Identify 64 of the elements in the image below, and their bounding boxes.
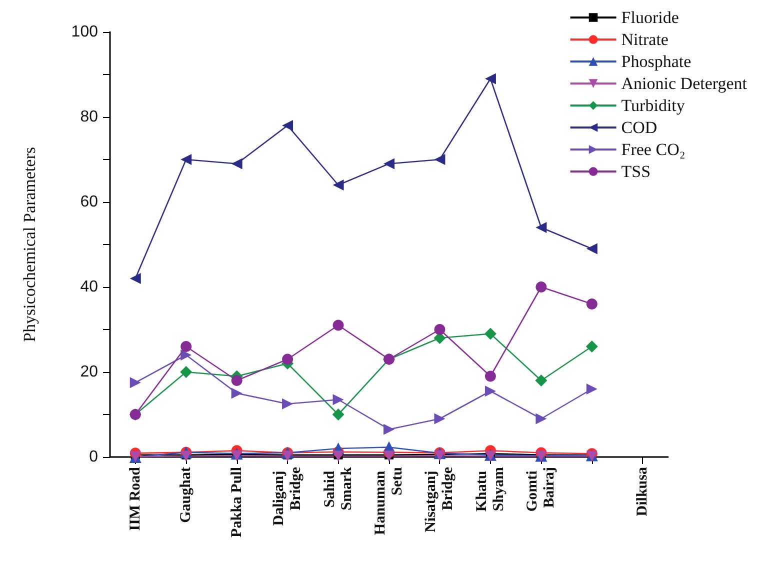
point: [586, 243, 598, 254]
point: [384, 424, 394, 435]
x-tick-label: Nisatganj Bridge: [423, 466, 456, 532]
point: [536, 222, 547, 233]
point: [484, 370, 496, 382]
point: [586, 384, 598, 394]
point: [535, 374, 548, 386]
x-tick-label: Hanuman Setu: [372, 467, 406, 535]
legend-label: Anionic Detergent: [621, 74, 748, 93]
legend-label: Phosphate: [621, 52, 692, 71]
point: [282, 450, 294, 462]
point: [180, 350, 192, 360]
point: [282, 398, 294, 410]
legend-label: Nitrate: [621, 30, 668, 49]
x-tick-label: Dilkusa: [634, 466, 651, 516]
point: [282, 120, 294, 131]
y-axis-title: Physicochemical Parameters: [20, 147, 39, 342]
point: [231, 375, 242, 386]
legend-label: TSS: [621, 162, 651, 181]
point: [130, 377, 141, 388]
x-tick-label: Sahid Smark: [322, 466, 355, 510]
x-tick-label: Daliganj Bridge: [271, 466, 304, 526]
point: [231, 450, 242, 462]
y-tick-label: 20: [80, 364, 98, 380]
point: [384, 450, 394, 462]
point: [332, 450, 344, 462]
legend-label: COD: [621, 118, 658, 137]
y-tick-label: 40: [80, 278, 98, 296]
x-tick-label: Gomti Bairaj: [524, 467, 558, 512]
point: [180, 450, 192, 462]
y-tick-label: 0: [89, 448, 98, 466]
point: [484, 386, 496, 397]
point: [332, 320, 344, 331]
y-tick-label: 60: [80, 194, 98, 210]
point: [434, 413, 446, 424]
point: [536, 282, 547, 292]
point: [484, 73, 496, 84]
legend-label: Free CO₂: [621, 140, 686, 159]
x-tick-label: Pakka Pull: [228, 467, 245, 538]
point: [231, 388, 242, 399]
legend-label: Turbidity: [621, 96, 686, 115]
point: [130, 273, 141, 284]
point: [332, 394, 344, 406]
point: [434, 154, 446, 165]
point: [332, 408, 344, 420]
x-tick-label: Gaughat: [178, 467, 194, 523]
point: [536, 413, 547, 424]
point: [384, 158, 394, 170]
y-tick-label: 100: [71, 24, 98, 40]
point: [434, 324, 446, 335]
point: [484, 328, 496, 340]
point: [180, 341, 192, 352]
point: [180, 366, 192, 378]
point: [282, 354, 294, 365]
point: [180, 154, 192, 165]
x-tick-label: Khatu Shyam: [474, 466, 507, 512]
point: [586, 340, 598, 352]
y-tick-label: 80: [80, 108, 98, 126]
point: [332, 180, 344, 190]
legend-label: Fluoride: [621, 8, 679, 27]
x-tick-label: IIM Road: [127, 466, 144, 531]
point: [231, 158, 242, 170]
point: [434, 450, 446, 462]
point: [586, 298, 598, 310]
